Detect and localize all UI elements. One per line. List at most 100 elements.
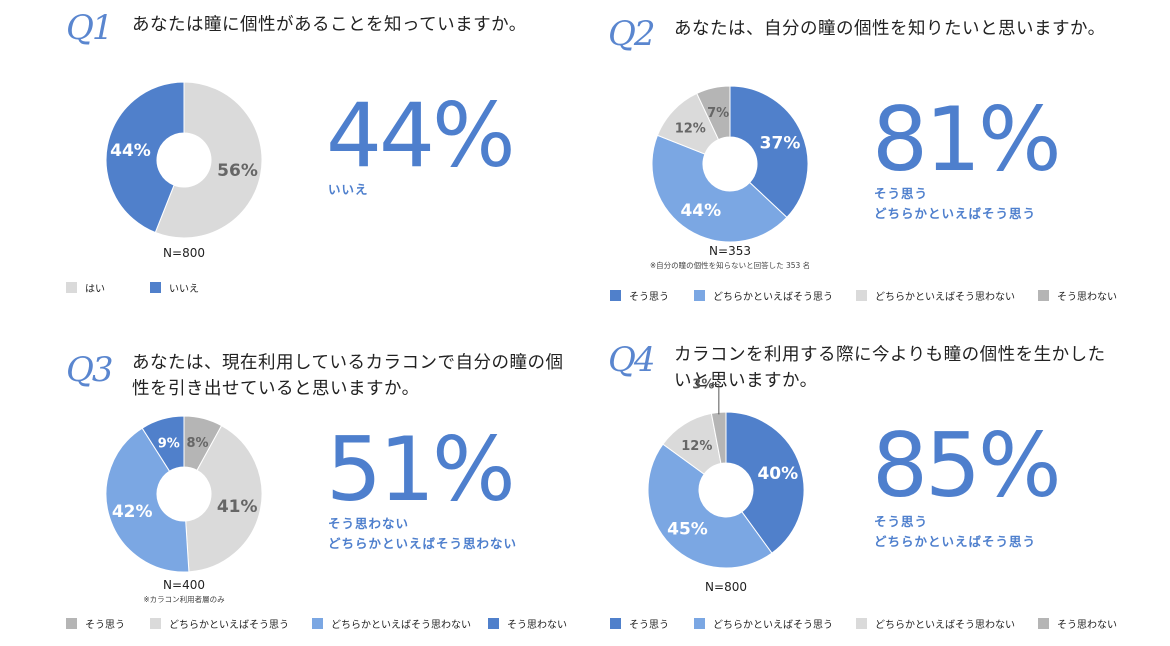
q4-donut-chart: 40% 45% 12% 3% [647, 377, 805, 569]
q4-legend-item: どちらかといえばそう思わない [856, 616, 1038, 631]
legend-swatch [1038, 618, 1049, 629]
legend-label: いいえ [169, 284, 199, 295]
q1-donut-chart: 56% 44% [105, 81, 263, 239]
legend-swatch [150, 282, 161, 293]
q1-highlight-sub: いいえ [328, 180, 369, 200]
donut-slice-label-1: 56% [217, 161, 258, 181]
donut-slice-label-4: 9% [158, 437, 180, 452]
donut-slice-label-1: 8% [187, 436, 209, 451]
q3-title-line: あなたは、現在利用しているカラコンで自分の瞳の個 [132, 353, 564, 373]
q2-legend-item: どちらかといえばそう思わない [856, 288, 1038, 303]
leader-line [713, 383, 720, 415]
q4-label: Q4 [608, 340, 655, 380]
q4-title-line: いと思いますか。 [674, 371, 818, 391]
donut-slice-4 [710, 411, 727, 465]
legend-swatch [856, 290, 867, 301]
q3-highlight-percent: 51% [326, 418, 516, 521]
legend-swatch [610, 290, 621, 301]
q3-sample-size: N=400 [163, 578, 205, 592]
legend-label: そう思わない [507, 620, 567, 631]
donut-slice-label-4: 7% [707, 106, 729, 121]
q4-highlight-sub-line: どちらかといえばそう思う [874, 534, 1037, 549]
donut-slice-label-3: 12% [675, 122, 706, 137]
q3-title: あなたは、現在利用しているカラコンで自分の瞳の個 性を引き出せていると思いますか… [132, 350, 563, 402]
donut-slice-label-2: 44% [110, 141, 151, 161]
donut-slice-3 [105, 427, 190, 573]
q3-title-line: 性を引き出せていると思いますか。 [132, 379, 420, 399]
donut-slice-label-3: 12% [681, 439, 712, 454]
q4-legend-item: そう思わない [1038, 616, 1117, 631]
q3-highlight-sub-line: そう思わない [328, 516, 410, 531]
legend-label: どちらかといえばそう思う [713, 292, 833, 303]
q1-sample-size: N=800 [163, 246, 205, 260]
q3-note: ※カラコン利用者層のみ [143, 595, 225, 604]
donut-slice-2 [105, 81, 185, 234]
donut-slice-1 [729, 85, 809, 219]
legend-swatch [150, 618, 161, 629]
legend-label: どちらかといえばそう思う [713, 620, 833, 631]
donut-slice-label-1: 37% [760, 133, 801, 153]
q1-legend-item: はい [66, 280, 150, 295]
donut-slice-label-3: 42% [112, 502, 153, 522]
donut-slice-4 [141, 415, 185, 472]
q1-title: あなたは瞳に個性があることを知っていますか。 [132, 15, 527, 35]
legend-swatch [694, 290, 705, 301]
donut-slice-4 [696, 85, 731, 141]
q3-highlight-sub: そう思わない どちらかといえばそう思わない [328, 514, 517, 554]
q2-note: ※自分の瞳の個性を知らないと回答した 353 名 [649, 261, 811, 270]
legend-label: どちらかといえばそう思わない [875, 620, 1015, 631]
q3-legend-item: どちらかといえばそう思う [150, 616, 312, 631]
legend-swatch [488, 618, 499, 629]
legend-swatch [312, 618, 323, 629]
q4-highlight-sub: そう思う どちらかといえばそう思う [874, 512, 1036, 552]
q4-legend: そう思う どちらかといえばそう思う どちらかといえばそう思わない そう思わない [610, 616, 1117, 631]
legend-label: どちらかといえばそう思わない [331, 620, 471, 631]
q3-label: Q3 [66, 350, 113, 390]
q2-title: あなたは、自分の瞳の個性を知りたいと思いますか。 [674, 19, 1106, 39]
legend-label: はい [85, 284, 105, 295]
donut-slice-label-2: 44% [680, 201, 721, 221]
q3-legend-item: そう思わない [488, 616, 567, 631]
q4-highlight-percent: 85% [872, 414, 1062, 517]
q2-highlight-sub: そう思う どちらかといえばそう思う [874, 184, 1036, 224]
legend-swatch [66, 282, 77, 293]
q2-legend-item: そう思う [610, 288, 694, 303]
q4-title-line: カラコンを利用する際に今よりも瞳の個性を生かした [674, 345, 1106, 365]
legend-label: そう思わない [1057, 620, 1117, 631]
donut-slice-2 [647, 443, 773, 569]
legend-swatch [610, 618, 621, 629]
q4-legend-item: そう思う [610, 616, 694, 631]
q2-sample-size: N=353 [709, 244, 751, 258]
q3-legend: そう思う どちらかといえばそう思う どちらかといえばそう思わない そう思わない [66, 616, 567, 631]
q2-legend-item: そう思わない [1038, 288, 1117, 303]
q2-highlight-percent: 81% [872, 88, 1062, 191]
donut-slice-label-2: 41% [217, 497, 258, 517]
q4-title: カラコンを利用する際に今よりも瞳の個性を生かした いと思いますか。 [674, 342, 1106, 394]
legend-swatch [856, 618, 867, 629]
q1-legend-item: いいえ [150, 280, 199, 295]
q1-highlight-sub-line: いいえ [328, 182, 369, 197]
q2-highlight-sub-line: どちらかといえばそう思う [874, 206, 1037, 221]
q4-legend-item: どちらかといえばそう思う [694, 616, 856, 631]
q2-legend: そう思う どちらかといえばそう思う どちらかといえばそう思わない そう思わない [610, 288, 1117, 303]
donut-slice-label-4: 3% [692, 377, 714, 392]
legend-swatch [66, 618, 77, 629]
q2-label: Q2 [608, 14, 655, 54]
legend-label: どちらかといえばそう思う [169, 620, 289, 631]
q4-highlight-sub-line: そう思う [874, 514, 929, 529]
q1-highlight-percent: 44% [326, 84, 516, 187]
q3-legend-item: どちらかといえばそう思わない [312, 616, 488, 631]
donut-slice-label-2: 45% [667, 520, 708, 540]
q3-legend-item: そう思う [66, 616, 150, 631]
legend-label: そう思う [85, 620, 125, 631]
q2-legend-item: どちらかといえばそう思う [694, 288, 856, 303]
legend-swatch [1038, 290, 1049, 301]
q4-sample-size: N=800 [705, 580, 747, 594]
q2-donut-chart: 37% 44% 12%7% [651, 85, 809, 243]
donut-slice-label-1: 40% [757, 464, 798, 484]
q1-label: Q1 [66, 8, 113, 48]
q1-legend: はい いいえ [66, 280, 199, 295]
q3-donut-chart: 8% 41% 42% 9% [105, 415, 263, 573]
legend-label: どちらかといえばそう思わない [875, 292, 1015, 303]
donut-slice-1 [154, 81, 263, 239]
